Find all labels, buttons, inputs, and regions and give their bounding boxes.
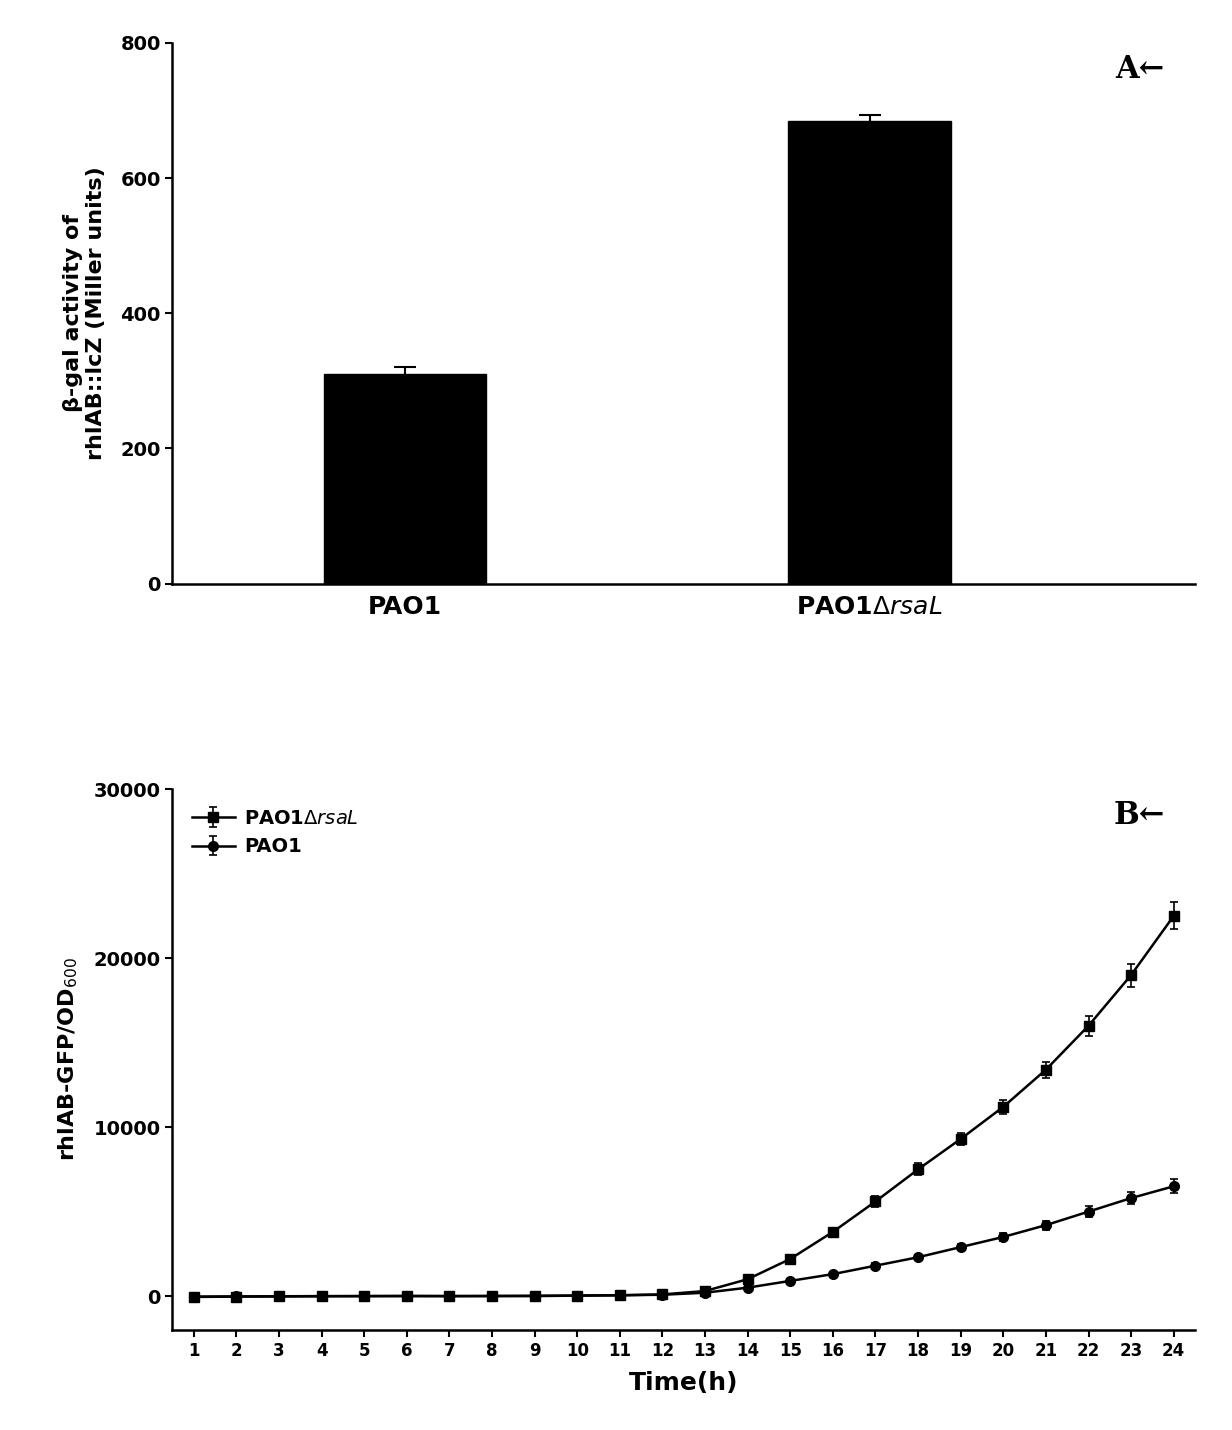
Bar	[324, 375, 487, 583]
Legend: PAO1$\Delta$$\it{rsaL}$, PAO1: PAO1$\Delta$$\it{rsaL}$, PAO1	[182, 799, 368, 867]
Y-axis label: β-gal activity of
rhlAB::lcZ (Miller units): β-gal activity of rhlAB::lcZ (Miller uni…	[63, 166, 106, 460]
Y-axis label: rhlAB-GFP/OD$_{600}$: rhlAB-GFP/OD$_{600}$	[57, 958, 80, 1161]
X-axis label: Time(h): Time(h)	[630, 1371, 738, 1394]
Bar	[788, 120, 951, 583]
Text: B←: B←	[1114, 799, 1164, 831]
Text: A←: A←	[1115, 54, 1164, 84]
